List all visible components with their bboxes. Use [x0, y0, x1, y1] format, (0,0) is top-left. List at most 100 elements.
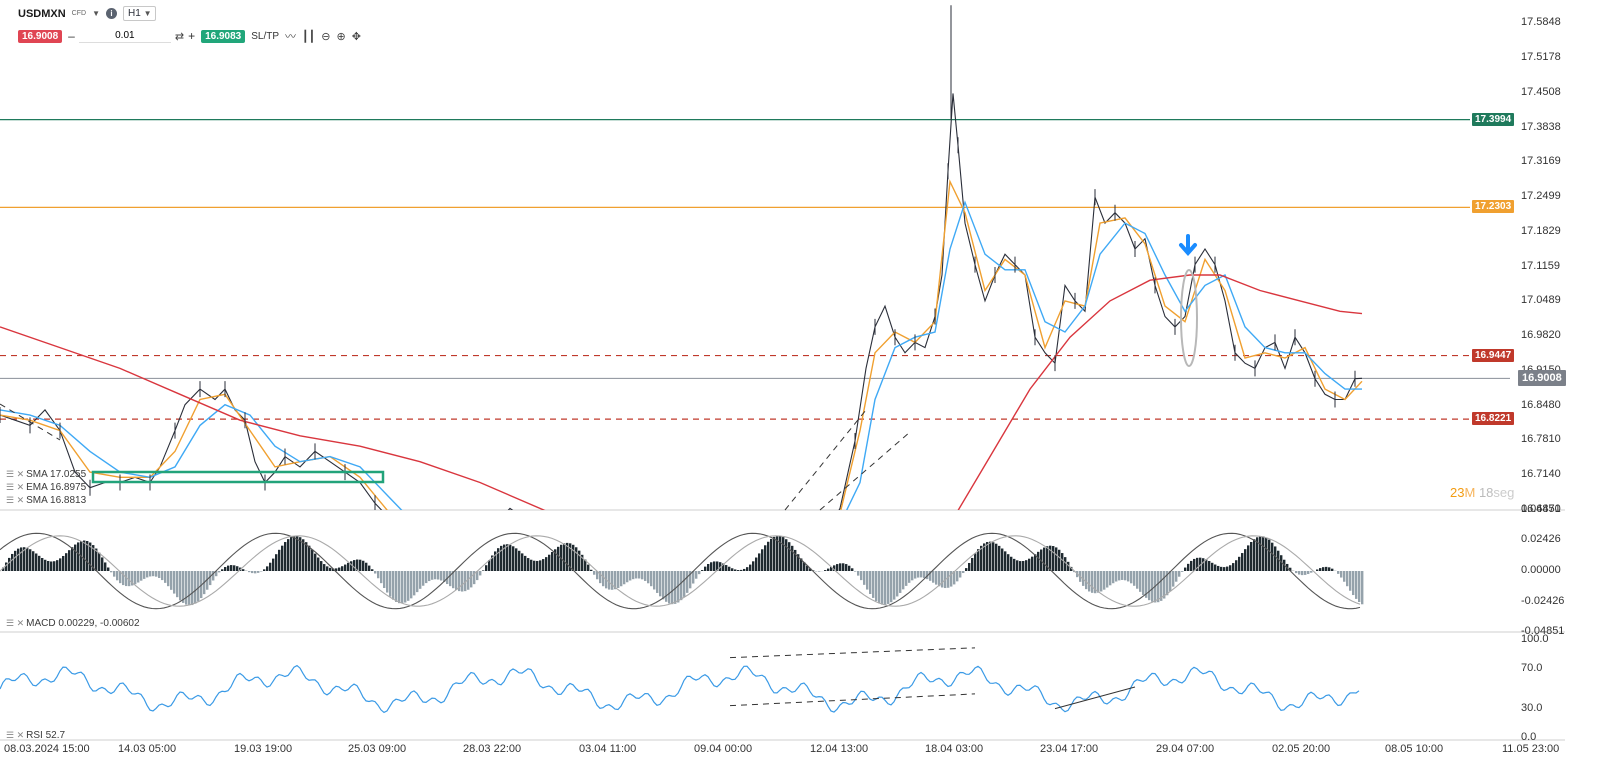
macd-histogram-bar	[551, 552, 554, 571]
macd-histogram-bar	[92, 545, 95, 571]
macd-histogram-bar	[830, 566, 833, 571]
legend-sma-long[interactable]: ☰ ✕ SMA 17.0255	[6, 469, 86, 480]
time-tick-label: 02.05 20:00	[1272, 743, 1331, 755]
macd-histogram-bar	[908, 571, 911, 583]
macd-histogram-bar	[554, 549, 557, 571]
macd-histogram-bar	[506, 544, 509, 571]
macd-histogram-bar	[1235, 560, 1238, 571]
macd-tick-label: 0.02426	[1521, 533, 1561, 546]
macd-histogram-bar	[536, 560, 539, 571]
macd-histogram-bar	[1100, 571, 1103, 592]
settings-icon[interactable]: ☰ ✕	[6, 469, 25, 479]
increase-button[interactable]: +	[188, 29, 196, 43]
quantity-stepper[interactable]: – ⇄ +	[68, 29, 195, 43]
zoom-out-icon[interactable]: ⊖	[321, 30, 331, 43]
macd-histogram-bar	[989, 541, 992, 571]
macd-histogram-bar	[680, 571, 683, 601]
macd-histogram-bar	[737, 570, 740, 571]
swap-icon[interactable]: ⇄	[174, 30, 185, 43]
legend-sma-short[interactable]: ☰ ✕ SMA 16.8813	[6, 495, 86, 506]
legend-macd-label: MACD 0.00229, -0.00602	[26, 618, 140, 629]
quantity-field[interactable]	[78, 29, 171, 43]
sl-tp-button[interactable]: SL/TP	[251, 30, 280, 42]
macd-histogram-bar	[347, 562, 350, 571]
level-price-tag[interactable]: 17.2303	[1472, 200, 1515, 214]
macd-histogram-bar	[266, 566, 269, 571]
price-tick-label: 17.3169	[1521, 155, 1561, 168]
macd-histogram-bar	[728, 566, 731, 571]
macd-histogram-bar	[950, 571, 953, 587]
move-icon[interactable]: ✥	[351, 30, 361, 43]
macd-histogram-bar	[272, 558, 275, 571]
symbol-label[interactable]: USDMXN	[18, 7, 66, 20]
macd-histogram-bar	[1097, 571, 1100, 593]
macd-histogram-bar	[404, 571, 407, 603]
macd-histogram-bar	[1091, 571, 1094, 593]
decrease-button[interactable]: –	[68, 29, 75, 43]
macd-histogram-bar	[530, 559, 533, 571]
macd-histogram-bar	[956, 571, 959, 582]
macd-histogram-bar	[653, 571, 656, 590]
macd-histogram-bar	[98, 552, 101, 571]
legend-macd[interactable]: ☰ ✕ MACD 0.00229, -0.00602	[6, 618, 140, 629]
candles-icon[interactable]: ┃┃	[302, 30, 316, 43]
macd-histogram-bar	[8, 557, 11, 571]
macd-histogram-bar	[584, 559, 587, 571]
macd-histogram-bar	[479, 571, 482, 576]
symbol-dropdown-icon[interactable]: ▼	[92, 9, 100, 18]
buy-price-button[interactable]: 16.9083	[201, 29, 246, 43]
macd-histogram-bar	[773, 536, 776, 571]
level-price-tag[interactable]: 16.8221	[1472, 412, 1515, 426]
macd-histogram-bar	[725, 565, 728, 571]
info-icon[interactable]: i	[105, 8, 117, 19]
macd-histogram-bar	[917, 571, 920, 578]
macd-histogram-bar	[674, 571, 677, 604]
macd-histogram-bar	[1046, 546, 1049, 571]
macd-histogram-bar	[1253, 539, 1256, 571]
settings-icon[interactable]: ☰ ✕	[6, 730, 25, 740]
macd-histogram-bar	[230, 565, 233, 571]
line-chart-icon[interactable]: 〰	[285, 31, 297, 43]
macd-histogram-bar	[629, 571, 632, 581]
macd-histogram-bar	[65, 553, 68, 571]
settings-icon[interactable]: ☰ ✕	[6, 482, 25, 492]
settings-icon[interactable]: ☰ ✕	[6, 495, 25, 505]
macd-histogram-bar	[920, 571, 923, 578]
macd-histogram-bar	[1304, 571, 1307, 575]
macd-histogram-bar	[461, 571, 464, 592]
macd-histogram-bar	[632, 571, 635, 580]
macd-histogram-bar	[575, 547, 578, 571]
macd-histogram-bar	[1265, 537, 1268, 571]
macd-histogram-bar	[1289, 567, 1292, 571]
macd-histogram-bar	[986, 542, 989, 571]
macd-histogram-bar	[1145, 571, 1148, 598]
countdown-minutes-unit: M	[1464, 485, 1476, 500]
macd-histogram-bar	[362, 560, 365, 571]
macd-histogram-bar	[1181, 571, 1184, 572]
level-price-tag[interactable]: 16.9447	[1472, 348, 1515, 362]
macd-histogram-bar	[329, 567, 332, 571]
macd-histogram-bar	[455, 571, 458, 590]
level-price-tag[interactable]: 17.3994	[1472, 112, 1515, 126]
macd-histogram-bar	[545, 557, 548, 571]
channel-line	[819, 431, 911, 511]
sell-price-button[interactable]: 16.9008	[18, 29, 63, 43]
macd-histogram-bar	[47, 560, 50, 571]
macd-histogram-bar	[1067, 561, 1070, 571]
macd-histogram-bar	[1274, 546, 1277, 571]
macd-histogram-bar	[1337, 571, 1340, 574]
legend-rsi[interactable]: ☰ ✕ RSI 52.7	[6, 730, 65, 741]
legend-ema[interactable]: ☰ ✕ EMA 16.8975	[6, 482, 86, 493]
macd-histogram-bar	[1178, 571, 1181, 577]
timeframe-select[interactable]: H1 ▼	[122, 6, 157, 21]
price-tick-label: 17.1829	[1521, 224, 1561, 237]
macd-histogram-bar	[305, 542, 308, 571]
macd-histogram-bar	[1094, 571, 1097, 594]
zoom-in-icon[interactable]: ⊕	[336, 30, 346, 43]
settings-icon[interactable]: ☰ ✕	[6, 618, 25, 628]
macd-histogram-bar	[800, 558, 803, 571]
macd-histogram-bar	[1229, 565, 1232, 571]
macd-histogram-bar	[302, 539, 305, 571]
macd-histogram-bar	[503, 544, 506, 571]
